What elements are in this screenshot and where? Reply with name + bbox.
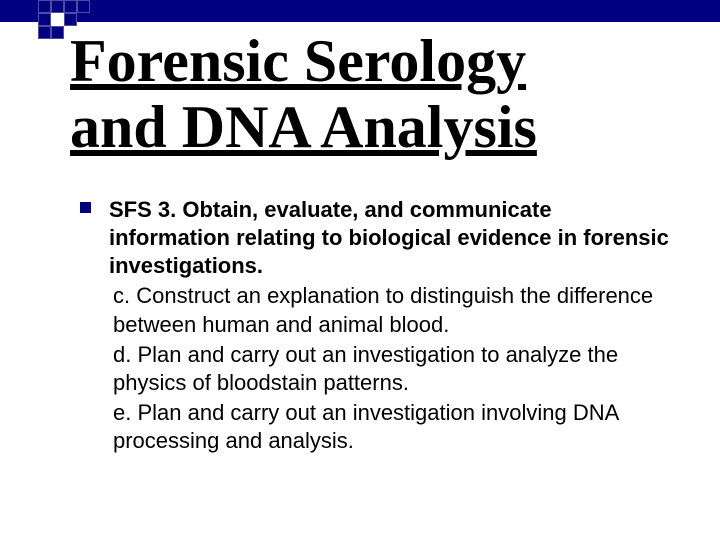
bullet-item: SFS 3. Obtain, evaluate, and communicate… bbox=[80, 196, 670, 455]
slide-title: Forensic Serology and DNA Analysis bbox=[70, 28, 537, 160]
substandard-c: c. Construct an explanation to distingui… bbox=[109, 282, 670, 338]
substandard-e: e. Plan and carry out an investigation i… bbox=[109, 399, 670, 455]
standard-text: SFS 3. Obtain, evaluate, and communicate… bbox=[109, 196, 670, 280]
title-line-1: Forensic Serology bbox=[70, 28, 526, 94]
title-line-2: and DNA Analysis bbox=[70, 94, 537, 160]
body-text-block: SFS 3. Obtain, evaluate, and communicate… bbox=[109, 196, 670, 455]
square-bullet-icon bbox=[80, 202, 91, 213]
slide-body: SFS 3. Obtain, evaluate, and communicate… bbox=[80, 196, 670, 455]
header-bar bbox=[0, 0, 720, 22]
substandard-d: d. Plan and carry out an investigation t… bbox=[109, 341, 670, 397]
